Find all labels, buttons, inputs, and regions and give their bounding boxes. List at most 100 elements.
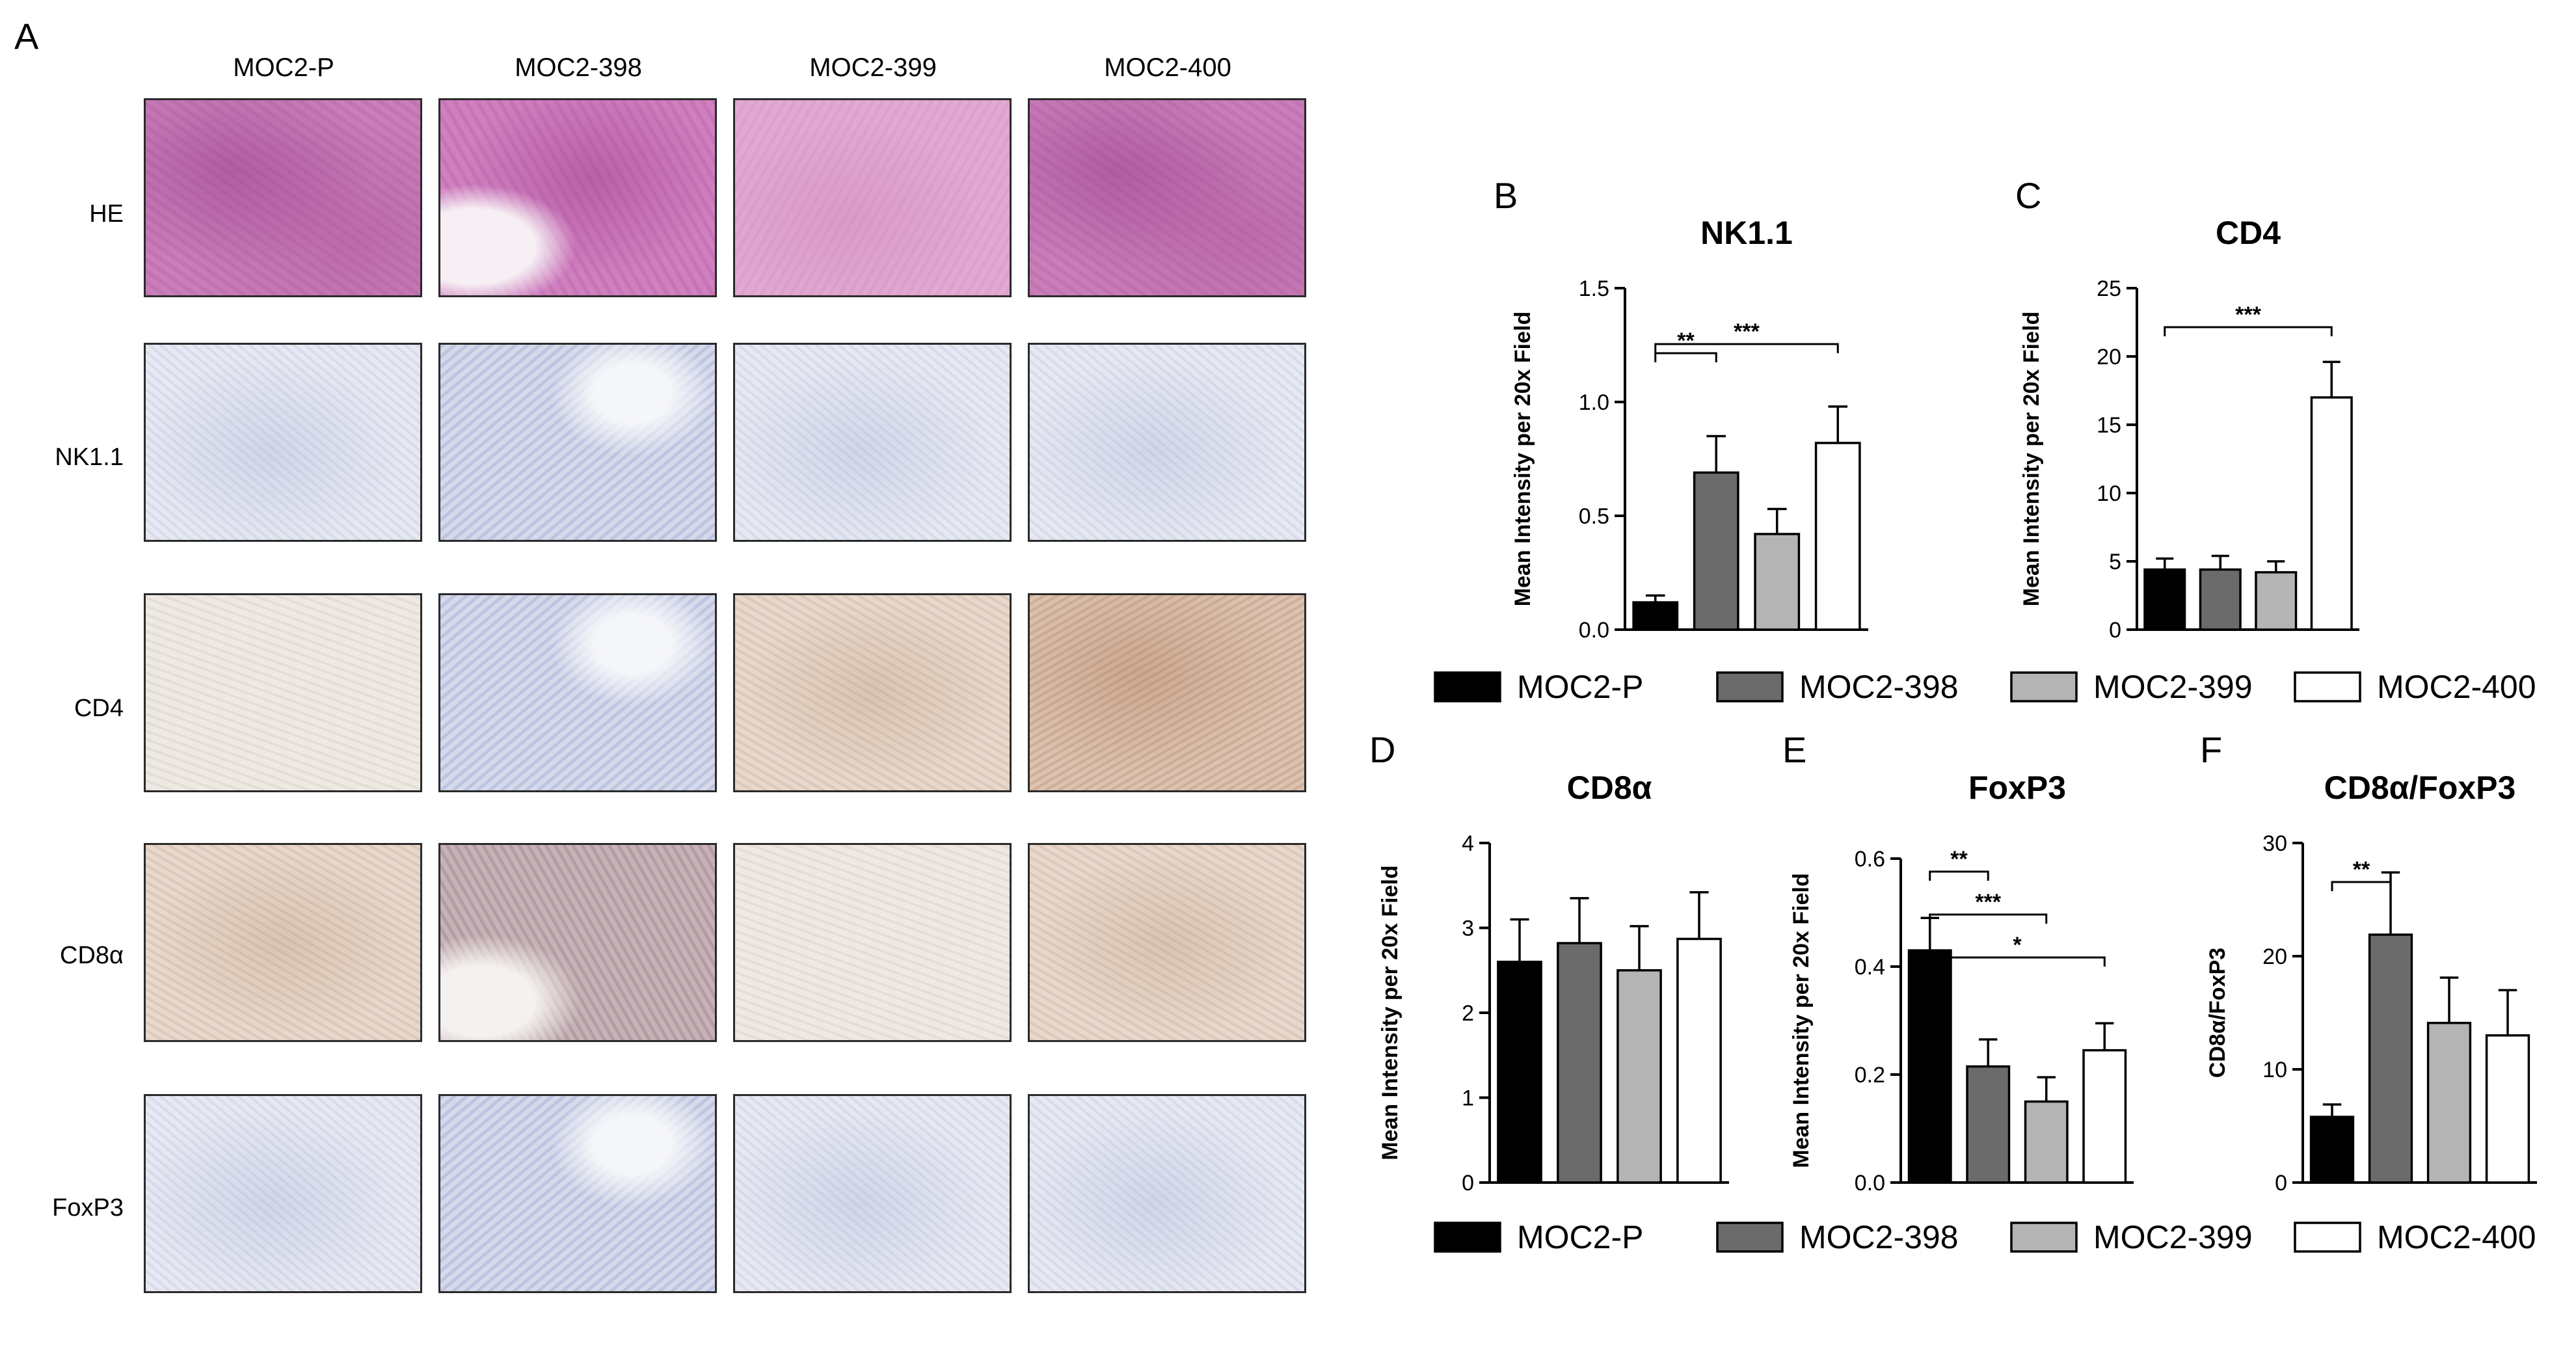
y-tick-label: 0.4 (1855, 955, 1885, 980)
y-tick-label: 0.0 (1579, 618, 1609, 643)
micrograph-tile (438, 343, 717, 542)
significance-label: ** (1950, 847, 1968, 872)
y-tick-label: 5 (2109, 550, 2121, 574)
panel-letter: E (1782, 729, 1806, 770)
bar (1632, 601, 1679, 631)
micrograph-tile (438, 1094, 717, 1293)
significance-bracket (2164, 326, 2333, 336)
legend-swatch (1434, 1222, 1501, 1253)
significance-label: *** (2235, 302, 2261, 327)
panel-letter-a: A (14, 16, 39, 57)
bar (2024, 1100, 2069, 1184)
micrograph-tile (144, 1094, 422, 1293)
y-tick-label: 0.0 (1855, 1171, 1885, 1196)
y-tick-label: 2 (1462, 1001, 1474, 1026)
y-axis-label: Mean Intensity per 20x Field (1510, 312, 1535, 606)
legend-swatch (2294, 1222, 2361, 1253)
legend-swatch (2294, 671, 2361, 702)
significance-label: ** (2353, 857, 2370, 882)
micrograph-tile (733, 343, 1012, 542)
bar (1754, 533, 1801, 631)
panel-letter: D (1369, 729, 1395, 770)
micrograph-tile (733, 843, 1012, 1042)
bar (2082, 1049, 2127, 1184)
panel-letter: B (1494, 175, 1518, 216)
chart-title: FoxP3 (1968, 769, 2066, 806)
significance-bracket (1929, 913, 2048, 924)
legend-label: MOC2-398 (1799, 669, 1959, 705)
legend-swatch (1716, 1222, 1784, 1253)
y-tick-label: 1.5 (1579, 276, 1609, 301)
y-tick-label: 20 (2097, 345, 2121, 369)
y-tick-label: 0.2 (1855, 1063, 1885, 1088)
significance-bracket (1654, 343, 1839, 353)
legend-swatch (2010, 1222, 2078, 1253)
legend-label: MOC2-P (1517, 669, 1643, 705)
micrograph-tile (438, 593, 717, 792)
significance-bracket (2331, 881, 2392, 891)
bar (2485, 1034, 2530, 1184)
y-tick-label: 0 (2275, 1171, 2287, 1196)
micrograph-tile (733, 593, 1012, 792)
bar (1814, 442, 1861, 631)
bar (2255, 571, 2298, 631)
y-tick-label: 25 (2097, 276, 2121, 301)
legend-label: MOC2-399 (2093, 669, 2253, 705)
y-tick-label: 10 (2097, 481, 2121, 506)
y-tick-label: 20 (2262, 944, 2287, 969)
y-tick-label: 10 (2262, 1058, 2287, 1082)
legend-label: MOC2-398 (1799, 1219, 1959, 1255)
y-tick-label: 0.6 (1855, 847, 1885, 872)
micrograph-tile (438, 98, 717, 297)
panel-letter: C (2015, 175, 2041, 216)
y-axis-label: Mean Intensity per 20x Field (2019, 312, 2044, 606)
bar (1907, 949, 1952, 1184)
legend-label: MOC2-399 (2093, 1219, 2253, 1255)
chart-title: NK1.1 (1700, 215, 1793, 251)
legend-swatch (1716, 671, 1784, 702)
y-tick-label: 0.5 (1579, 504, 1609, 529)
bar (2368, 933, 2413, 1184)
y-tick-label: 4 (1462, 831, 1474, 856)
micrograph-tile (1028, 343, 1306, 542)
legend-label: MOC2-400 (2377, 669, 2536, 705)
column-header: MOC2-398 (515, 53, 642, 82)
legend-label: MOC2-400 (2377, 1219, 2536, 1255)
bar (1557, 942, 1602, 1184)
chart-title: CD8α (1567, 769, 1652, 806)
column-header: MOC2-399 (809, 53, 937, 82)
micrograph-tile (733, 98, 1012, 297)
bar (1693, 471, 1739, 631)
chart-title: CD4 (2216, 215, 2281, 251)
micrograph-tile (733, 1094, 1012, 1293)
micrograph-tile (144, 593, 422, 792)
significance-label: *** (1975, 890, 2001, 915)
bar (2310, 396, 2353, 631)
legend-swatch (1434, 671, 1501, 702)
micrograph-tile (144, 843, 422, 1042)
micrograph-tile (1028, 843, 1306, 1042)
column-header: MOC2-400 (1104, 53, 1231, 82)
row-header: CD8α (60, 942, 124, 969)
y-tick-label: 1 (1462, 1086, 1474, 1111)
significance-bracket (1654, 352, 1717, 362)
y-axis-label: Mean Intensity per 20x Field (1378, 865, 1402, 1160)
bar (1497, 960, 1542, 1184)
significance-label: * (2013, 933, 2022, 957)
row-header: HE (89, 200, 124, 228)
bar (1966, 1065, 2011, 1184)
bar (2426, 1021, 2472, 1184)
bar (2199, 568, 2242, 631)
significance-bracket (1929, 870, 1989, 881)
significance-bracket (1929, 956, 2106, 967)
row-header: NK1.1 (55, 444, 124, 471)
legend-swatch (2010, 671, 2078, 702)
bar (1617, 969, 1662, 1184)
micrograph-tile (1028, 98, 1306, 297)
micrograph-tile (1028, 1094, 1306, 1293)
y-tick-label: 3 (1462, 916, 1474, 941)
y-tick-label: 15 (2097, 413, 2121, 438)
significance-label: ** (1677, 328, 1695, 353)
y-axis-label: CD8α/FoxP3 (2205, 948, 2230, 1078)
